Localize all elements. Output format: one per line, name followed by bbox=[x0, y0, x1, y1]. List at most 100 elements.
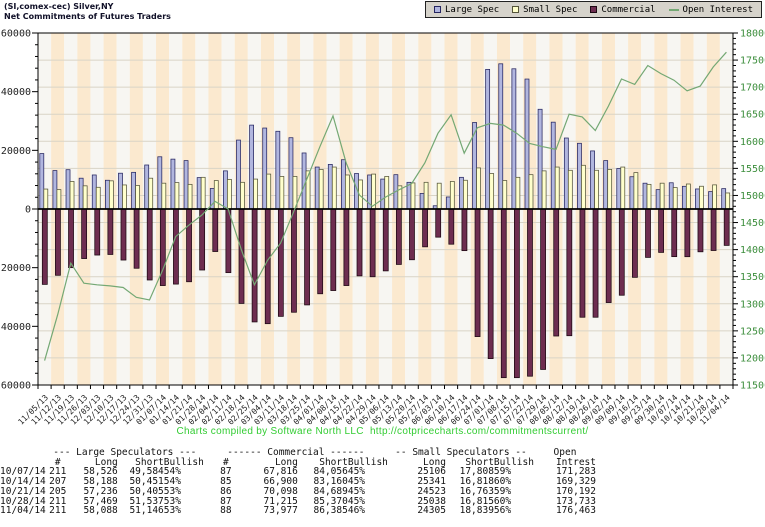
table-cell: 57,236 bbox=[83, 485, 118, 497]
table-cell: 45% bbox=[347, 466, 366, 478]
table-cell: 86,385 bbox=[313, 505, 348, 517]
bar-small-spec bbox=[161, 182, 167, 210]
table-column-header: Long bbox=[274, 456, 298, 468]
chart-titles: (SI,comex-cec) Silver,NY Net Commitments… bbox=[4, 2, 171, 22]
bar-small-spec bbox=[187, 183, 193, 210]
bar-small-spec bbox=[581, 164, 586, 210]
table-cell: 176,463 bbox=[555, 505, 596, 517]
bar-large-spec bbox=[144, 164, 150, 210]
open-interest-line bbox=[44, 51, 727, 361]
table-cell: 60% bbox=[493, 495, 512, 507]
bar-commercial bbox=[251, 208, 258, 323]
table-cell: 54% bbox=[163, 466, 181, 478]
table-cell-date: 10/07/14 bbox=[0, 466, 46, 478]
table-cell: 24305 bbox=[417, 505, 446, 517]
bar-commercial bbox=[369, 208, 376, 278]
bar-small-spec bbox=[240, 181, 245, 210]
table-cell: 85,370 bbox=[313, 495, 348, 507]
bar-large-spec bbox=[524, 78, 530, 210]
bar-large-spec bbox=[275, 130, 281, 210]
bar-small-spec bbox=[135, 185, 140, 210]
table-cell: 51,146 bbox=[129, 505, 164, 517]
bar-large-spec bbox=[445, 196, 451, 210]
table-cell: 211 bbox=[49, 495, 67, 507]
table-cell: 169,329 bbox=[555, 476, 596, 488]
table-group-header bbox=[0, 448, 46, 458]
bar-small-spec bbox=[436, 182, 442, 210]
bar-small-spec bbox=[227, 178, 232, 210]
bar-commercial bbox=[579, 208, 586, 318]
bar-small-spec bbox=[685, 183, 691, 210]
bar-large-spec bbox=[563, 137, 569, 210]
table-cell-date: 10/21/14 bbox=[0, 485, 46, 497]
bar-small-spec bbox=[69, 181, 75, 210]
bar-commercial bbox=[146, 208, 153, 281]
table-row: 10/07/14 211 58,526 49,584 54% 87 67,816 84,056… bbox=[0, 467, 596, 477]
bar-commercial bbox=[277, 208, 284, 317]
bar-commercial bbox=[81, 208, 88, 259]
table-cell: 83,160 bbox=[313, 476, 348, 488]
bar-commercial bbox=[133, 208, 140, 269]
table-cell: 16,818 bbox=[459, 476, 494, 488]
bar-large-spec bbox=[170, 158, 176, 210]
table-cell: 71,215 bbox=[263, 495, 298, 507]
table-cell: 87 bbox=[220, 495, 232, 507]
bar-small-spec bbox=[725, 192, 731, 210]
bar-large-spec bbox=[629, 176, 635, 210]
table-cell: 85 bbox=[220, 476, 232, 488]
bar-large-spec bbox=[695, 188, 700, 210]
table-cell: 205 bbox=[49, 485, 67, 497]
bar-small-spec bbox=[345, 174, 350, 210]
table-group-header: Open bbox=[553, 447, 577, 458]
left-axis-label: 0 bbox=[25, 205, 31, 216]
bar-small-spec bbox=[620, 166, 626, 210]
source-url-link[interactable]: http://cotpricecharts.com/commitmentscur… bbox=[369, 426, 589, 437]
bar-small-spec bbox=[213, 180, 219, 210]
bar-commercial bbox=[645, 208, 651, 258]
bar-small-spec bbox=[148, 177, 154, 210]
bar-large-spec bbox=[262, 127, 268, 210]
attribution-note: Charts compiled by Software North LLC ht… bbox=[0, 426, 765, 437]
table-cell: 56% bbox=[493, 505, 512, 517]
table-cell: 58,526 bbox=[83, 466, 118, 478]
bar-large-spec bbox=[183, 160, 189, 210]
table-cell: 50,405 bbox=[129, 485, 164, 497]
bar-small-spec bbox=[43, 188, 49, 210]
left-axis-label: -40000 bbox=[0, 322, 31, 333]
right-axis-label: 140000 bbox=[740, 245, 765, 256]
bar-small-spec bbox=[200, 176, 206, 210]
table-cell: 57,469 bbox=[83, 495, 118, 507]
table-column-header: Short bbox=[135, 456, 164, 468]
table-group-header: ------ Commercial ------ bbox=[227, 447, 365, 458]
commercial-bars bbox=[41, 208, 730, 379]
table-cell-date: 10/28/14 bbox=[0, 495, 46, 507]
bar-commercial bbox=[356, 208, 363, 277]
bar-commercial bbox=[527, 208, 533, 377]
table-cell: 66,900 bbox=[263, 476, 298, 488]
right-axis-label: 160000 bbox=[740, 137, 765, 148]
table-cell: 45% bbox=[347, 485, 366, 497]
table-cell: 54% bbox=[163, 476, 181, 488]
bar-commercial bbox=[343, 208, 350, 286]
bar-small-spec bbox=[607, 169, 613, 210]
table-row: 10/21/14 205 57,236 50,405 53% 86 70,098 84,689… bbox=[0, 487, 596, 497]
legend-swatch bbox=[512, 6, 520, 13]
bar-large-spec bbox=[314, 166, 320, 210]
table-cell: 25106 bbox=[417, 466, 446, 478]
table-cell: 170,192 bbox=[555, 485, 596, 497]
bar-commercial bbox=[186, 208, 192, 283]
bar-commercial bbox=[382, 208, 389, 272]
table-column-header: # bbox=[54, 456, 61, 468]
table-column-header: Bullish bbox=[347, 456, 388, 468]
bar-commercial bbox=[448, 208, 455, 245]
bar-small-spec bbox=[489, 173, 495, 210]
bar-commercial bbox=[723, 208, 730, 246]
table-column-header: Short bbox=[319, 456, 348, 468]
x-axis: 11/05/1311/12/1311/19/1311/26/1312/03/13… bbox=[16, 385, 734, 426]
bar-commercial bbox=[212, 208, 219, 252]
bar-large-spec bbox=[78, 177, 84, 210]
table-column-header: # bbox=[222, 456, 229, 468]
table-cell: 24523 bbox=[417, 485, 446, 497]
bar-small-spec bbox=[122, 184, 127, 210]
bar-large-spec bbox=[249, 124, 254, 210]
